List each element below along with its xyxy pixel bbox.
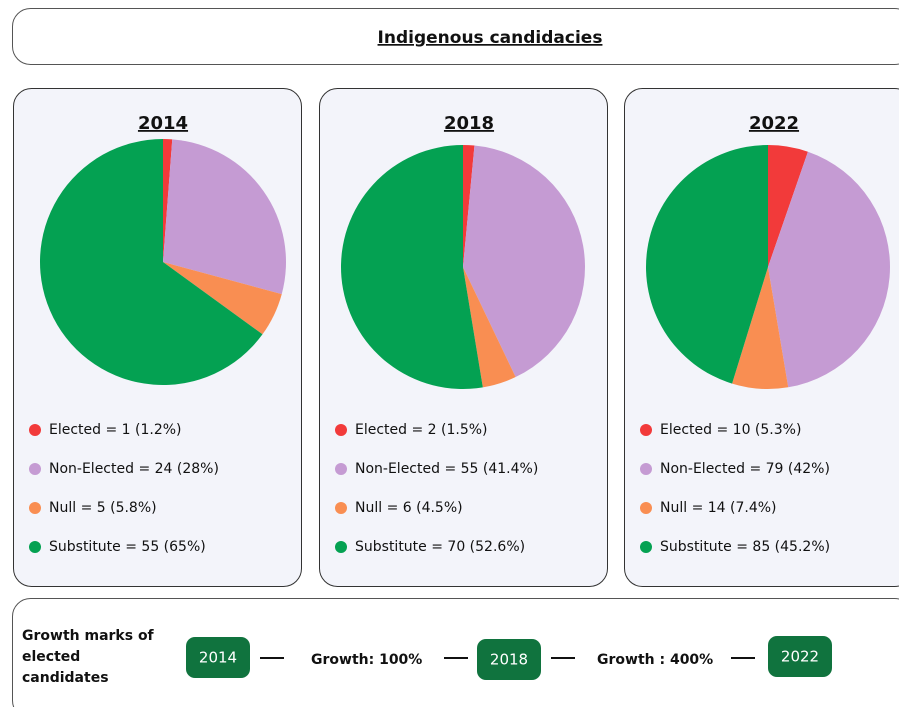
year-pill [186,637,250,678]
legend-label: Elected = 10 (5.3%) [660,422,801,438]
growth-box [12,598,899,707]
legend-label: Non-Elected = 79 (42%) [660,461,830,477]
year-title: 2014 [138,113,188,134]
pie-slice [463,145,585,378]
legend-label: Non-Elected = 24 (28%) [49,461,219,477]
pie-slice [732,267,789,389]
pie-slice [768,145,808,267]
year-pill-label: 2022 [781,648,819,666]
legend-dot [29,502,41,514]
pie-slice [163,139,173,262]
legend-label: Elected = 1 (1.2%) [49,422,182,438]
legend-label: Substitute = 85 (45.2%) [660,539,830,555]
legend-dot [335,541,347,553]
growth-step: Growth : 400% [597,652,713,668]
legend-label: Null = 6 (4.5%) [355,500,463,516]
year-pill [477,639,541,680]
legend-dot [640,424,652,436]
year-title: 2022 [749,113,799,134]
legend-dot [640,502,652,514]
pie-slice [768,151,890,388]
legend-dot [335,463,347,475]
legend-dot [29,541,41,553]
pie-slice [340,145,483,389]
legend-label: Substitute = 70 (52.6%) [355,539,525,555]
legend-dot [335,502,347,514]
pie-slice [163,139,286,295]
legend-label: Substitute = 55 (65%) [49,539,206,555]
growth-step: Growth: 100% [311,652,422,668]
year-title: 2018 [444,113,494,134]
legend-label: Null = 5 (5.8%) [49,500,157,516]
legend-dot [640,541,652,553]
year-pill-label: 2014 [199,649,237,667]
growth-title: Growth marks of [22,628,155,644]
pie-slice [463,145,475,267]
legend-label: Elected = 2 (1.5%) [355,422,488,438]
pie-slice [39,139,263,386]
legend-dot [640,463,652,475]
pie-slice [463,267,516,388]
growth-title: candidates [22,670,109,686]
pie-slice [163,262,282,335]
legend-dot [29,424,41,436]
pie-slice [646,145,768,384]
year-pill-label: 2018 [490,651,528,669]
year-pill [768,636,832,677]
legend-dot [335,424,347,436]
header-box [12,8,899,65]
header-title: Indigenous candidacies [378,28,603,48]
legend-dot [29,463,41,475]
legend-label: Null = 14 (7.4%) [660,500,777,516]
legend-label: Non-Elected = 55 (41.4%) [355,461,538,477]
growth-title: elected [22,649,80,665]
